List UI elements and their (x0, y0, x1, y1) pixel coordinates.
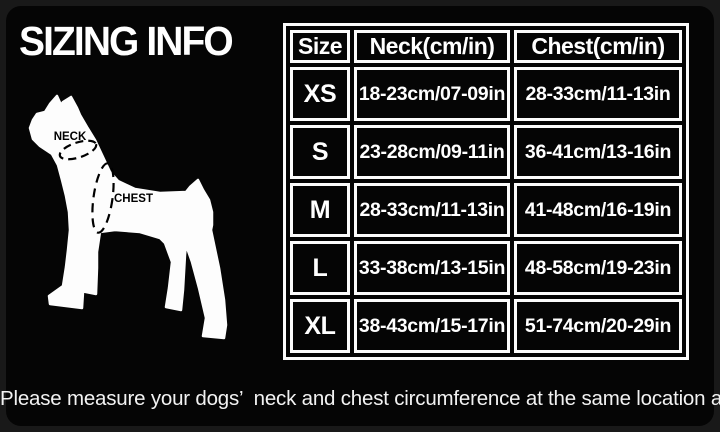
chest-cell: 41-48cm/16-19in (514, 183, 682, 237)
neck-measure-line (58, 139, 98, 161)
table-row: S 23-28cm/09-11in 36-41cm/13-16in (290, 125, 682, 179)
chest-cell: 51-74cm/20-29in (514, 299, 682, 353)
size-cell: XS (290, 67, 350, 121)
chest-cell: 28-33cm/11-13in (514, 67, 682, 121)
neck-cell: 18-23cm/07-09in (354, 67, 510, 121)
table-row: M 28-33cm/11-13in 41-48cm/16-19in (290, 183, 682, 237)
neck-cell: 33-38cm/13-15in (354, 241, 510, 295)
dog-silhouette (28, 94, 228, 340)
table-row: XL 38-43cm/15-17in 51-74cm/20-29in (290, 299, 682, 353)
table-row: L 33-38cm/13-15in 48-58cm/19-23in (290, 241, 682, 295)
header-size: Size (290, 30, 350, 63)
size-cell: L (290, 241, 350, 295)
size-cell: M (290, 183, 350, 237)
chest-cell: 36-41cm/13-16in (514, 125, 682, 179)
neck-label: NECK (54, 131, 87, 143)
header-neck: Neck(cm/in) (354, 30, 510, 63)
chest-label: CHEST (114, 193, 153, 205)
sizing-table: Size Neck(cm/in) Chest(cm/in) XS 18-23cm… (283, 23, 689, 360)
neck-cell: 23-28cm/09-11in (354, 125, 510, 179)
chest-cell: 48-58cm/19-23in (514, 241, 682, 295)
page-title: SIZING INFO (19, 18, 234, 64)
neck-cell: 38-43cm/15-17in (354, 299, 510, 353)
neck-cell: 28-33cm/11-13in (354, 183, 510, 237)
table-header-row: Size Neck(cm/in) Chest(cm/in) (290, 30, 682, 63)
chest-measure-line (91, 162, 115, 234)
table-row: XS 18-23cm/07-09in 28-33cm/11-13in (290, 67, 682, 121)
size-cell: S (290, 125, 350, 179)
size-cell: XL (290, 299, 350, 353)
measurement-instruction: Please measure your dogs’ neck and chest… (0, 387, 720, 410)
dog-measurement-diagram: NECK CHEST (28, 94, 228, 340)
header-chest: Chest(cm/in) (514, 30, 682, 63)
